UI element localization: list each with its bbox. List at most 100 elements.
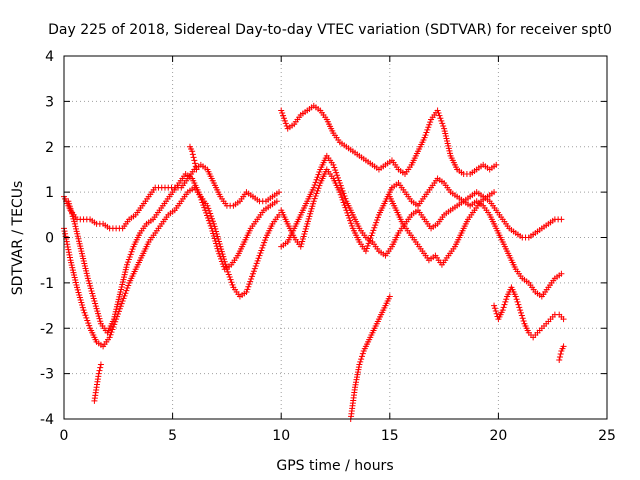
- plus-marker: [245, 283, 252, 290]
- y-tick-label: 4: [45, 49, 54, 65]
- plus-marker: [262, 237, 269, 244]
- plus-marker: [76, 294, 83, 301]
- series-track-g: [347, 293, 393, 422]
- plus-marker: [97, 361, 104, 368]
- plus-marker: [85, 277, 92, 284]
- plus-marker: [314, 187, 321, 194]
- plus-marker: [118, 300, 125, 307]
- plus-marker: [249, 273, 256, 280]
- plus-marker: [92, 303, 99, 310]
- plus-marker: [503, 296, 510, 303]
- plus-marker: [243, 288, 250, 295]
- plus-marker: [125, 282, 132, 289]
- plus-marker: [189, 151, 196, 158]
- plus-marker: [74, 286, 81, 293]
- plus-marker: [226, 274, 233, 281]
- plus-marker: [279, 110, 286, 117]
- plus-marker: [217, 253, 224, 260]
- plus-marker: [96, 367, 103, 374]
- plus-marker: [357, 358, 364, 365]
- plus-marker: [313, 190, 320, 197]
- plus-marker: [204, 215, 211, 222]
- plus-marker: [95, 370, 102, 377]
- plus-marker: [127, 251, 134, 258]
- plus-marker: [425, 124, 432, 131]
- plus-marker: [340, 199, 347, 206]
- plus-marker: [209, 218, 216, 225]
- plus-marker: [196, 191, 203, 198]
- plus-marker: [203, 209, 210, 216]
- plus-marker: [312, 193, 319, 200]
- plus-marker: [246, 281, 253, 288]
- plus-marker: [358, 356, 365, 363]
- y-tick-label: 2: [45, 140, 54, 156]
- plus-marker: [206, 207, 213, 214]
- plus-marker: [502, 298, 509, 305]
- plus-marker: [303, 223, 310, 230]
- plus-marker: [423, 129, 430, 136]
- plus-marker: [190, 154, 197, 161]
- plus-marker: [512, 293, 519, 300]
- plus-marker: [373, 219, 380, 226]
- plus-marker: [210, 232, 217, 239]
- series-track-h: [386, 189, 498, 268]
- plus-marker: [76, 291, 83, 298]
- plus-marker: [78, 299, 85, 306]
- plus-marker: [281, 117, 288, 124]
- plus-marker: [363, 245, 370, 252]
- plus-marker: [82, 312, 89, 319]
- plus-marker: [422, 132, 429, 139]
- plus-marker: [341, 193, 348, 200]
- plus-marker: [306, 213, 313, 220]
- plus-marker: [339, 196, 346, 203]
- y-tick-label: 0: [45, 231, 54, 247]
- plus-marker: [204, 212, 211, 219]
- plus-marker: [216, 250, 223, 257]
- x-tick-label: 20: [489, 428, 507, 444]
- plus-marker: [493, 310, 500, 317]
- plus-marker: [211, 235, 218, 242]
- plus-marker: [213, 243, 220, 250]
- plus-marker: [557, 350, 564, 357]
- plus-marker: [301, 230, 308, 237]
- plus-marker: [332, 167, 339, 174]
- plus-marker: [358, 353, 365, 360]
- plus-marker: [220, 263, 227, 270]
- plus-marker: [209, 227, 216, 234]
- plus-marker: [65, 249, 72, 256]
- plus-marker: [62, 230, 69, 237]
- plus-marker: [66, 254, 73, 261]
- plus-marker: [195, 189, 202, 196]
- plus-marker: [207, 210, 214, 217]
- plus-marker: [204, 202, 211, 209]
- plus-marker: [334, 172, 341, 179]
- plus-marker: [64, 241, 71, 248]
- plus-marker: [95, 313, 102, 320]
- x-tick-label: 5: [168, 428, 177, 444]
- plus-marker: [66, 200, 73, 207]
- plus-marker: [68, 208, 75, 215]
- plus-marker: [95, 310, 102, 317]
- y-tick-label: -1: [40, 276, 54, 292]
- plus-marker: [315, 185, 322, 192]
- plus-marker: [227, 276, 234, 283]
- plus-marker: [192, 163, 199, 170]
- plus-marker: [307, 208, 314, 215]
- plus-marker: [255, 255, 262, 262]
- plus-marker: [304, 220, 311, 227]
- plus-marker: [90, 295, 97, 302]
- plus-marker: [63, 238, 70, 245]
- series-track-f: [278, 152, 565, 259]
- plus-marker: [438, 117, 445, 124]
- plus-marker: [356, 361, 363, 368]
- plus-marker: [298, 241, 305, 248]
- plus-marker: [513, 296, 520, 303]
- plus-marker: [330, 161, 337, 168]
- plus-marker: [283, 123, 290, 130]
- plus-marker: [125, 256, 132, 263]
- plus-marker: [207, 222, 214, 229]
- plus-marker: [260, 242, 267, 249]
- plus-marker: [121, 292, 128, 299]
- plus-marker: [336, 189, 343, 196]
